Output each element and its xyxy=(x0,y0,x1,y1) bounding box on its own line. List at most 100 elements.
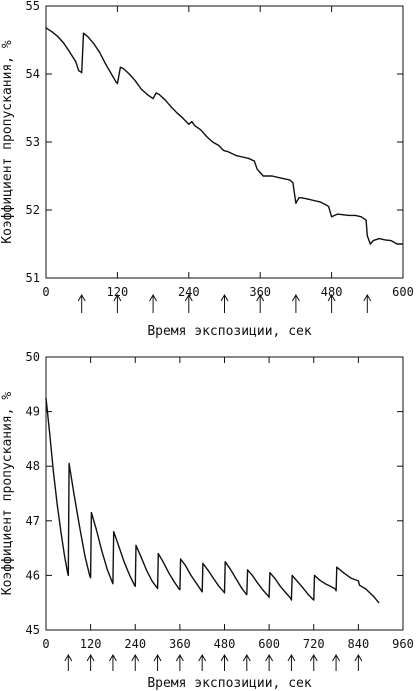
data-point xyxy=(140,555,142,557)
data-point xyxy=(190,574,192,577)
data-point xyxy=(162,561,164,563)
exposure-arrow-head xyxy=(363,294,372,302)
x-tick-labels: 0 120 240 360 480 600 720 840 960 xyxy=(42,637,413,651)
x-tick-labels: 0 120 240 360 480 600 xyxy=(42,285,413,299)
data-point xyxy=(313,599,315,601)
data-point xyxy=(182,117,184,119)
data-point xyxy=(146,93,148,95)
data-point xyxy=(98,51,101,53)
data-point xyxy=(279,585,281,587)
data-point xyxy=(110,73,112,75)
data-point xyxy=(179,589,181,591)
data-point xyxy=(247,569,249,571)
data-point xyxy=(222,149,224,151)
x-axis-label: Время экспозиции, сек xyxy=(147,676,312,691)
data-point xyxy=(170,106,172,108)
data-point xyxy=(358,584,361,586)
data-point xyxy=(296,580,298,582)
data-point xyxy=(396,243,398,245)
data-point xyxy=(342,214,345,216)
series-line xyxy=(45,397,380,604)
data-point xyxy=(151,97,153,99)
data-point xyxy=(329,585,332,587)
x-tick-label: 360 xyxy=(169,637,191,651)
data-point xyxy=(82,32,85,34)
data-point xyxy=(334,214,336,216)
data-point xyxy=(262,175,264,177)
data-point xyxy=(348,214,350,216)
exposure-arrow-head xyxy=(309,654,318,662)
data-point xyxy=(257,583,259,585)
data-point xyxy=(302,586,304,589)
y-tick-label: 48 xyxy=(26,459,40,473)
arrow-markers xyxy=(64,654,363,671)
data-point xyxy=(268,596,270,598)
data-point xyxy=(134,585,136,587)
x-tick-label: 120 xyxy=(80,637,102,651)
exposure-arrow-head xyxy=(220,654,229,662)
y-tick-label: 49 xyxy=(26,405,40,419)
data-point xyxy=(60,531,62,533)
data-point xyxy=(390,240,392,242)
data-point xyxy=(241,156,243,158)
data-point xyxy=(366,235,368,237)
data-point xyxy=(350,577,352,579)
series-group xyxy=(45,27,404,245)
data-point xyxy=(157,587,159,590)
data-point xyxy=(342,572,345,574)
data-point xyxy=(87,36,89,38)
data-point xyxy=(187,122,189,124)
data-point xyxy=(89,575,91,578)
exposure-arrow-head xyxy=(354,654,363,662)
data-point xyxy=(135,544,137,547)
data-point xyxy=(123,561,125,563)
exposure-arrow-head xyxy=(332,654,340,662)
exposure-arrow-head xyxy=(220,294,229,302)
data-point xyxy=(235,577,237,579)
data-point xyxy=(81,72,83,74)
data-point xyxy=(318,579,320,581)
data-point xyxy=(90,577,92,579)
data-point xyxy=(84,555,86,557)
y-tick-label: 53 xyxy=(26,135,40,149)
y-tick-labels: 51 52 53 54 55 xyxy=(26,0,40,285)
data-point xyxy=(69,51,71,53)
data-point xyxy=(155,92,157,94)
data-point xyxy=(218,144,220,146)
y-tick-label: 46 xyxy=(26,568,40,582)
exposure-arrow-head xyxy=(113,294,122,302)
data-point xyxy=(206,136,208,138)
data-point xyxy=(325,204,327,206)
data-point xyxy=(156,586,158,589)
exposure-arrow-head xyxy=(153,654,162,662)
data-point xyxy=(90,511,92,514)
data-point xyxy=(180,558,182,560)
data-point xyxy=(298,197,300,199)
x-tick-label: 840 xyxy=(348,637,370,651)
x-tick-label: 600 xyxy=(258,637,280,651)
x-tick-label: 240 xyxy=(178,285,200,299)
exposure-arrow-head xyxy=(131,654,140,662)
data-point xyxy=(223,591,225,593)
data-point xyxy=(201,591,203,593)
data-point xyxy=(253,160,255,162)
x-tick-label: 240 xyxy=(124,637,146,651)
data-point xyxy=(188,123,190,125)
data-point xyxy=(334,588,336,590)
data-point xyxy=(56,503,58,505)
y-axis-label: Коэффициент пропускания, % xyxy=(0,392,15,596)
data-point xyxy=(365,219,367,221)
data-point xyxy=(313,574,316,577)
data-point xyxy=(240,586,242,589)
data-point xyxy=(202,562,204,565)
data-point xyxy=(372,595,374,597)
exposure-arrow-head xyxy=(184,294,193,302)
data-point xyxy=(226,150,229,153)
data-point xyxy=(365,588,367,590)
data-point xyxy=(64,555,66,557)
data-point xyxy=(283,178,285,180)
data-point xyxy=(301,197,303,199)
y-tick-label: 50 xyxy=(26,350,40,364)
data-point xyxy=(207,569,209,571)
data-point xyxy=(116,82,118,85)
